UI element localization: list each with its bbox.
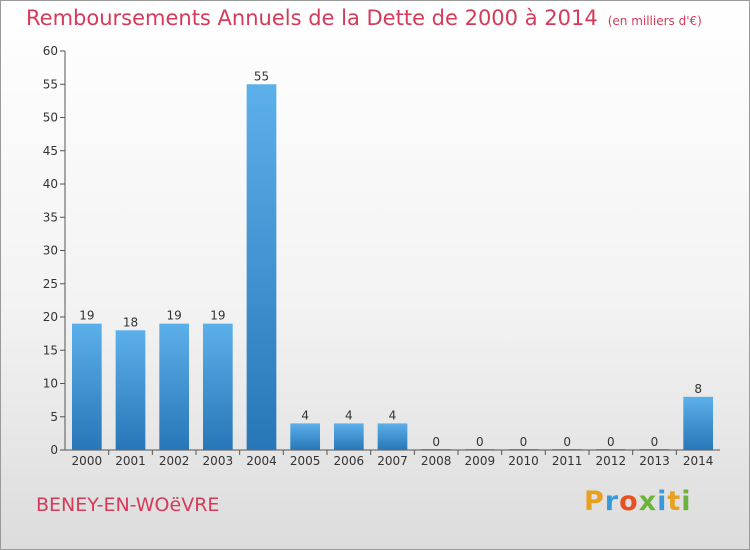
logo-letter: P (584, 486, 605, 517)
x-tick-label: 2012 (596, 454, 627, 468)
bar-2000 (71, 323, 102, 450)
bar-value-label: 55 (254, 69, 269, 83)
bar-value-label: 0 (520, 435, 528, 449)
logo-letter: i (657, 486, 668, 517)
y-tick-label: 45 (43, 144, 58, 158)
x-tick-label: 2003 (203, 454, 234, 468)
x-tick-label: 2010 (508, 454, 539, 468)
y-tick-label: 60 (43, 44, 58, 58)
bar-value-label: 0 (607, 435, 615, 449)
bar-value-label: 8 (694, 382, 702, 396)
x-tick-label: 2002 (159, 454, 190, 468)
y-tick-label: 35 (43, 210, 58, 224)
bar-2013 (639, 449, 670, 450)
proxiti-logo[interactable]: Proxiti (584, 486, 692, 517)
y-tick-label: 0 (50, 443, 58, 457)
chart-title-text: Remboursements Annuels de la Dette de 20… (26, 6, 598, 30)
x-tick-label: 2013 (639, 454, 670, 468)
bar-2010 (508, 449, 539, 450)
bars: 19 18 19 19 55 4 4 4 0 0 0 0 0 0 8 (71, 69, 714, 450)
logo-letter: i (681, 486, 692, 517)
chart-unit: (en milliers d'€) (607, 14, 702, 28)
bar-2014 (683, 396, 714, 450)
x-tick-label: 2011 (552, 454, 583, 468)
bar-value-label: 0 (476, 435, 484, 449)
y-tick-label: 15 (43, 343, 58, 357)
bar-value-label: 4 (301, 408, 309, 422)
y-tick-label: 5 (50, 410, 58, 424)
x-tick-label: 2007 (377, 454, 408, 468)
bar-value-label: 0 (563, 435, 571, 449)
bar-value-label: 4 (389, 408, 397, 422)
bar-value-label: 19 (79, 309, 94, 323)
bar-2011 (552, 449, 583, 450)
bar-value-label: 19 (167, 309, 182, 323)
y-tick-label: 20 (43, 310, 58, 324)
bar-value-label: 18 (123, 315, 138, 329)
x-tick-label: 2008 (421, 454, 452, 468)
x-tick-label: 2006 (334, 454, 365, 468)
bar-2009 (464, 449, 495, 450)
bar-2001 (115, 330, 146, 450)
bar-2007 (377, 423, 408, 450)
y-tick-label: 50 (43, 111, 58, 125)
x-axis: 2000 2001 2002 2003 2004 2005 2006 2007 2008 2009… (65, 449, 720, 468)
bar-value-label: 19 (210, 309, 225, 323)
bar-value-label: 0 (432, 435, 440, 449)
y-axis: 0 5 10 15 20 25 30 35 40 45 50 55 60 (43, 44, 66, 457)
chart-title: Remboursements Annuels de la Dette de 20… (26, 6, 702, 30)
y-tick-label: 25 (43, 277, 58, 291)
y-tick-label: 30 (43, 244, 58, 258)
bar-2003 (202, 323, 233, 450)
bar-2006 (333, 423, 364, 450)
x-tick-label: 2005 (290, 454, 321, 468)
bar-2012 (595, 449, 626, 450)
bar-2005 (290, 423, 321, 450)
logo-letter: t (667, 486, 682, 517)
x-tick-label: 2004 (246, 454, 277, 468)
y-tick-label: 55 (43, 77, 58, 91)
x-tick-label: 2014 (683, 454, 714, 468)
bar-2008 (421, 449, 452, 450)
bar-2002 (159, 323, 190, 450)
x-tick-label: 2009 (465, 454, 496, 468)
y-tick-label: 10 (43, 377, 58, 391)
logo-letter: o (619, 486, 639, 517)
x-tick-label: 2001 (115, 454, 146, 468)
x-tick-label: 2000 (72, 454, 103, 468)
place-name: BENEY-EN-WOëVRE (36, 494, 220, 516)
bar-value-label: 0 (651, 435, 659, 449)
bar-value-label: 4 (345, 408, 353, 422)
y-tick-label: 40 (43, 177, 58, 191)
logo-letter: x (638, 486, 658, 517)
bar-2004 (246, 84, 277, 450)
logo-letter: r (604, 486, 620, 517)
